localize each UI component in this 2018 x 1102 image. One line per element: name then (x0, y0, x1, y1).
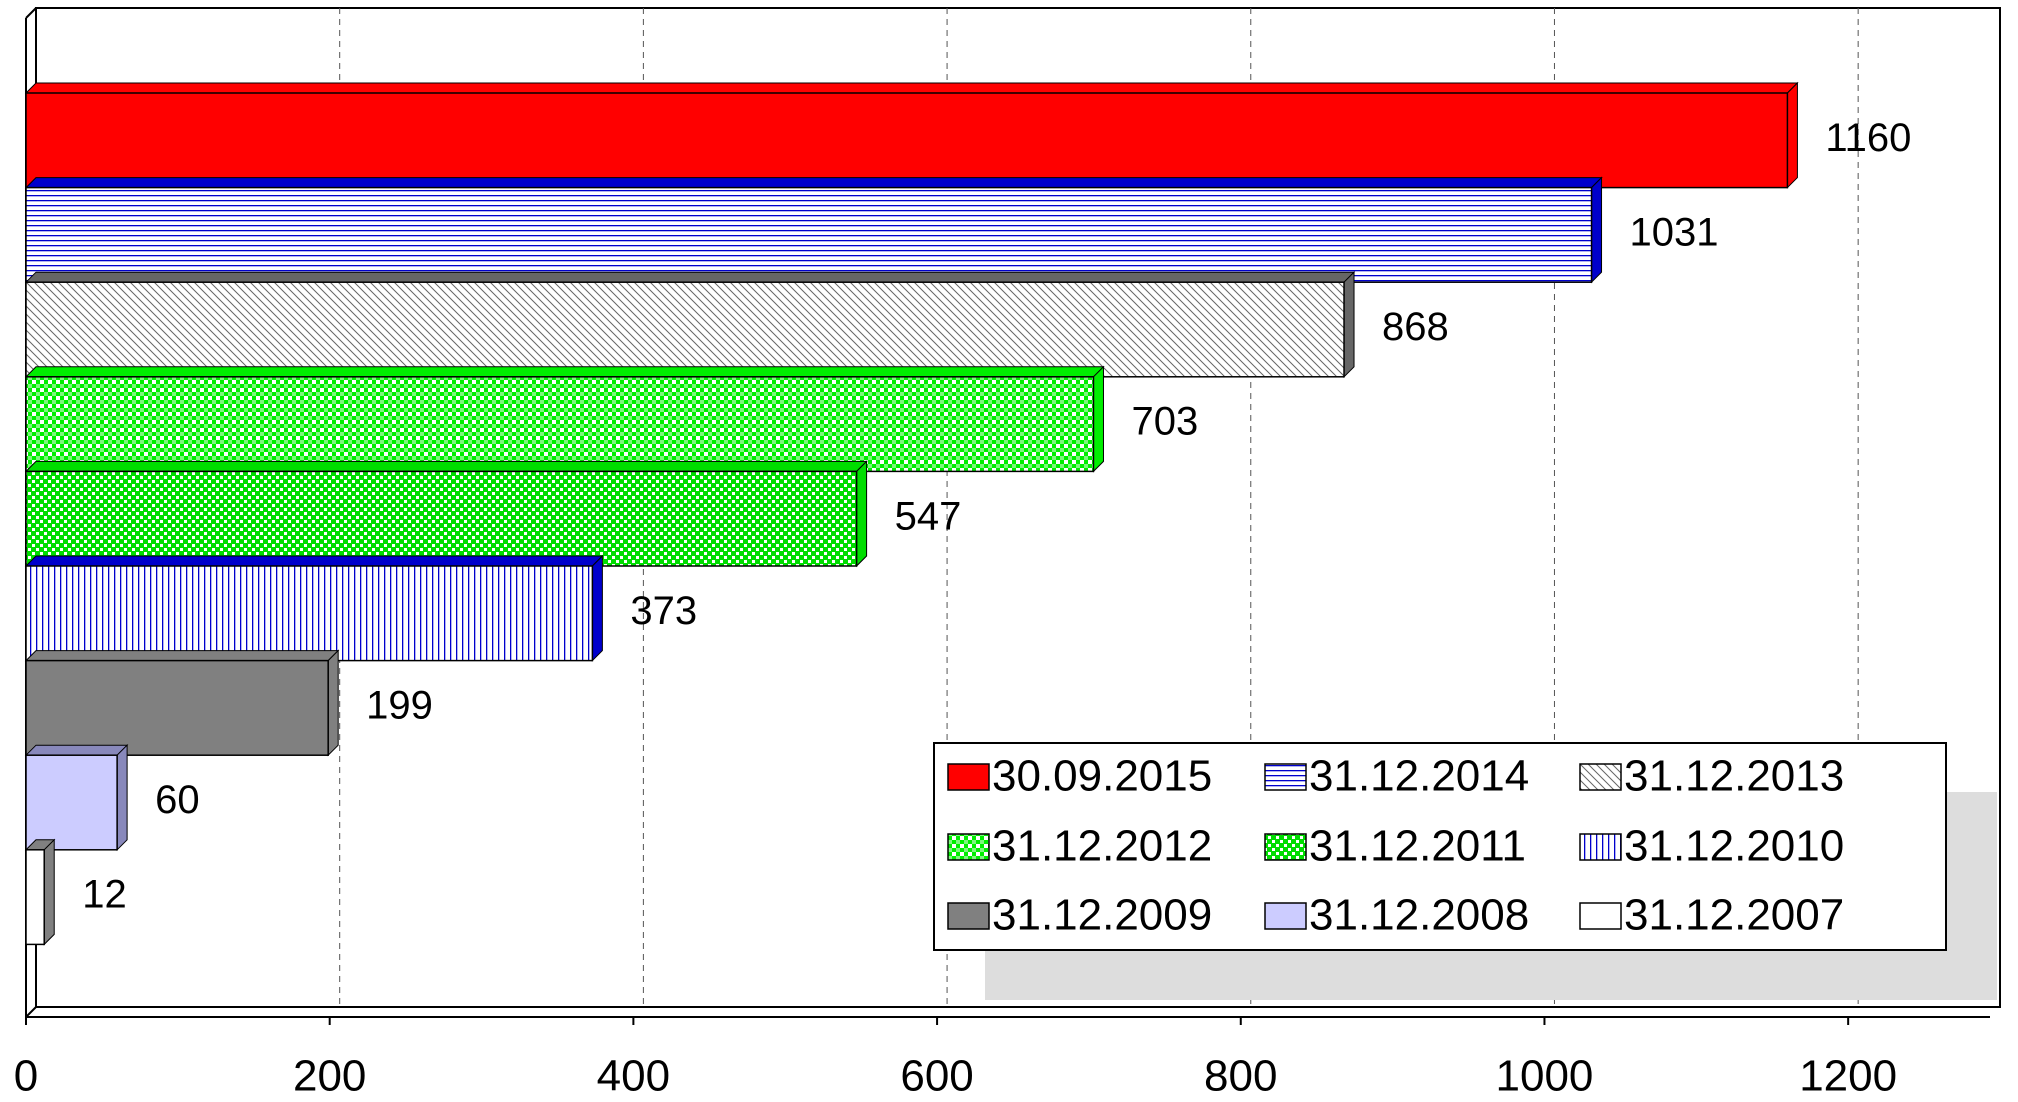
bar-side (591, 554, 603, 662)
x-tick-label: 1000 (1496, 1052, 1594, 1101)
legend-label: 31.12.2011 (1309, 822, 1526, 871)
value-label: 12 (82, 873, 127, 917)
value-label: 1031 (1630, 210, 1719, 254)
legend-label: 31.12.2013 (1624, 752, 1844, 801)
bar-side (856, 460, 868, 568)
legend-swatch (1264, 833, 1307, 861)
bar-side (1343, 270, 1355, 379)
value-label: 703 (1131, 400, 1198, 444)
value-label: 373 (630, 589, 697, 633)
bar (25, 281, 1345, 378)
bar-side (43, 838, 55, 946)
legend-swatch (947, 902, 990, 930)
bar (25, 849, 45, 946)
legend-label: 30.09.2015 (992, 752, 1212, 801)
legend-swatch (947, 833, 990, 861)
legend-swatch (947, 763, 990, 791)
x-tick-label: 0 (14, 1052, 38, 1101)
bar-top (24, 271, 1356, 283)
bar (25, 92, 1789, 189)
x-tick-label: 800 (1204, 1052, 1277, 1101)
bar-side (1092, 365, 1104, 473)
bar-side (116, 743, 128, 852)
bar-top (24, 177, 1603, 189)
x-tick-label: 1200 (1799, 1052, 1897, 1101)
bar-side (327, 649, 339, 757)
legend-swatch (1579, 902, 1622, 930)
bar-side (1786, 81, 1798, 189)
bar (25, 376, 1095, 473)
bar (25, 186, 1593, 283)
bar (25, 565, 594, 662)
legend-label: 31.12.2008 (1309, 891, 1529, 940)
bar-top (24, 650, 340, 662)
bar-top (24, 366, 1105, 378)
bar (25, 754, 118, 851)
bar-top (24, 744, 129, 756)
legend-label: 31.12.2012 (992, 822, 1212, 871)
bar-top (24, 460, 868, 472)
bar (25, 470, 858, 567)
value-label: 868 (1382, 305, 1449, 349)
legend (933, 742, 1947, 951)
legend-label: 31.12.2010 (1624, 822, 1844, 871)
bar-top (24, 82, 1799, 94)
bar-side (1591, 176, 1603, 284)
value-label: 547 (895, 494, 962, 538)
x-tick-label: 600 (900, 1052, 973, 1101)
legend-swatch (1579, 763, 1622, 791)
legend-label: 31.12.2007 (1624, 891, 1844, 940)
value-label: 199 (366, 683, 433, 727)
bar (25, 659, 329, 756)
x-tick-label: 400 (597, 1052, 670, 1101)
x-tick-label: 200 (293, 1052, 366, 1101)
legend-label: 31.12.2014 (1309, 752, 1529, 801)
bar-top (24, 555, 604, 567)
legend-swatch (1579, 833, 1622, 861)
legend-label: 31.12.2009 (992, 891, 1212, 940)
value-label: 60 (155, 778, 200, 822)
value-label: 1160 (1825, 116, 1911, 160)
legend-swatch (1264, 763, 1307, 791)
legend-swatch (1264, 902, 1307, 930)
